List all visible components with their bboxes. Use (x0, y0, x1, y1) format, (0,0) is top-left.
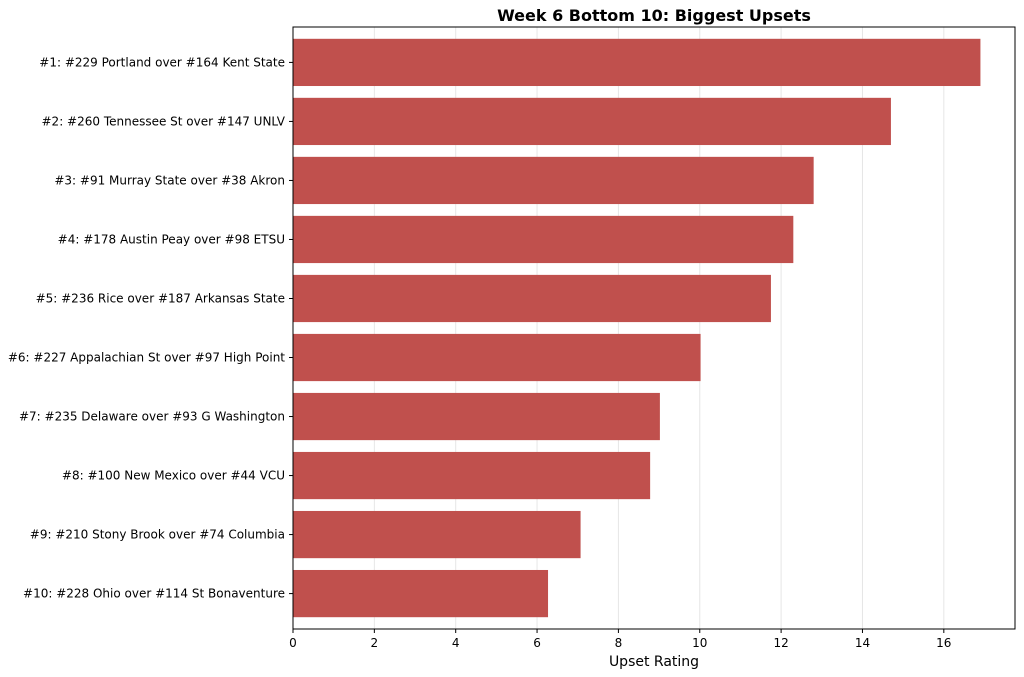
x-tick-label: 0 (289, 636, 297, 650)
y-tick-label: #5: #236 Rice over #187 Arkansas State (36, 291, 285, 305)
bar (293, 510, 581, 559)
x-axis-label: Upset Rating (609, 654, 699, 670)
x-tick-label: 16 (936, 636, 951, 650)
x-tick-label: 4 (452, 636, 460, 650)
y-tick-label: #2: #260 Tennessee St over #147 UNLV (42, 114, 286, 128)
bar (293, 97, 891, 146)
bars (293, 38, 981, 618)
y-tick-label: #1: #229 Portland over #164 Kent State (39, 55, 285, 69)
y-tick-label: #9: #210 Stony Brook over #74 Columbia (30, 528, 285, 542)
bar (293, 333, 701, 382)
y-tick-label: #7: #235 Delaware over #93 G Washington (19, 410, 285, 424)
y-axis-ticks: #1: #229 Portland over #164 Kent State #2… (8, 55, 293, 601)
y-tick-label: #4: #178 Austin Peay over #98 ETSU (58, 232, 285, 246)
x-tick-label: 2 (371, 636, 379, 650)
bar (293, 392, 660, 441)
bar (293, 569, 549, 618)
bar (293, 38, 981, 87)
x-tick-label: 8 (615, 636, 623, 650)
bar (293, 156, 814, 205)
y-tick-label: #3: #91 Murray State over #38 Akron (54, 173, 285, 187)
x-tick-label: 10 (692, 636, 707, 650)
x-tick-label: 12 (773, 636, 788, 650)
bar (293, 274, 771, 323)
bar (293, 215, 794, 264)
plot-frame (292, 26, 1016, 630)
x-tick-label: 14 (855, 636, 870, 650)
y-tick-label: #8: #100 New Mexico over #44 VCU (62, 469, 285, 483)
bar (293, 451, 651, 500)
chart-title: Week 6 Bottom 10: Biggest Upsets (497, 6, 811, 25)
x-tick-label: 6 (533, 636, 541, 650)
x-axis-ticks: 0 2 4 6 8 10 12 14 16 (289, 629, 951, 650)
y-tick-label: #10: #228 Ohio over #114 St Bonaventure (23, 587, 285, 601)
y-tick-label: #6: #227 Appalachian St over #97 High Po… (8, 351, 285, 365)
